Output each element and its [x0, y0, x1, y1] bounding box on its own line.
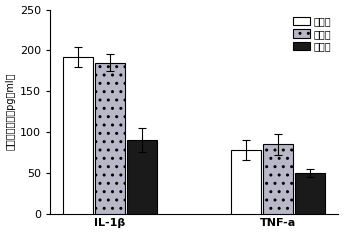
Bar [231, 150, 261, 214]
Legend: 空白组, 对照组, 实验组: 空白组, 对照组, 实验组 [291, 15, 334, 53]
Bar [95, 63, 125, 214]
Bar [127, 140, 157, 214]
Y-axis label: 细胞因子浓度（pg／ml）: 细胞因子浓度（pg／ml） [6, 73, 15, 150]
Bar [63, 57, 93, 214]
Bar [295, 173, 325, 214]
Bar [263, 144, 293, 214]
